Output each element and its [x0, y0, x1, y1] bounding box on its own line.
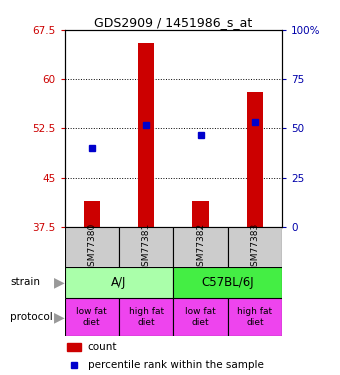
- Text: A/J: A/J: [111, 276, 127, 289]
- Bar: [173, 298, 228, 336]
- Bar: [192, 201, 209, 227]
- Text: GSM77380: GSM77380: [87, 223, 96, 272]
- Text: low fat
diet: low fat diet: [185, 307, 216, 327]
- Bar: [173, 227, 228, 268]
- Bar: [84, 201, 100, 227]
- Text: GSM77383: GSM77383: [251, 223, 259, 272]
- Title: GDS2909 / 1451986_s_at: GDS2909 / 1451986_s_at: [94, 16, 253, 29]
- Bar: [65, 267, 173, 298]
- Bar: [247, 92, 263, 227]
- Bar: [65, 227, 119, 268]
- Bar: [228, 227, 282, 268]
- Bar: [119, 298, 173, 336]
- Text: GSM77381: GSM77381: [142, 223, 151, 272]
- Bar: [173, 267, 282, 298]
- Text: high fat
diet: high fat diet: [129, 307, 164, 327]
- Bar: [119, 227, 173, 268]
- Text: high fat
diet: high fat diet: [237, 307, 273, 327]
- Bar: [65, 298, 119, 336]
- Text: strain: strain: [10, 278, 40, 287]
- Text: low fat
diet: low fat diet: [76, 307, 107, 327]
- Text: ▶: ▶: [54, 310, 65, 324]
- Text: ▶: ▶: [54, 275, 65, 290]
- Text: count: count: [87, 342, 117, 352]
- Text: percentile rank within the sample: percentile rank within the sample: [87, 360, 264, 370]
- Bar: [228, 298, 282, 336]
- Text: protocol: protocol: [10, 312, 53, 322]
- Text: GSM77382: GSM77382: [196, 223, 205, 272]
- Bar: [67, 343, 81, 351]
- Bar: [138, 43, 154, 227]
- Text: C57BL/6J: C57BL/6J: [202, 276, 254, 289]
